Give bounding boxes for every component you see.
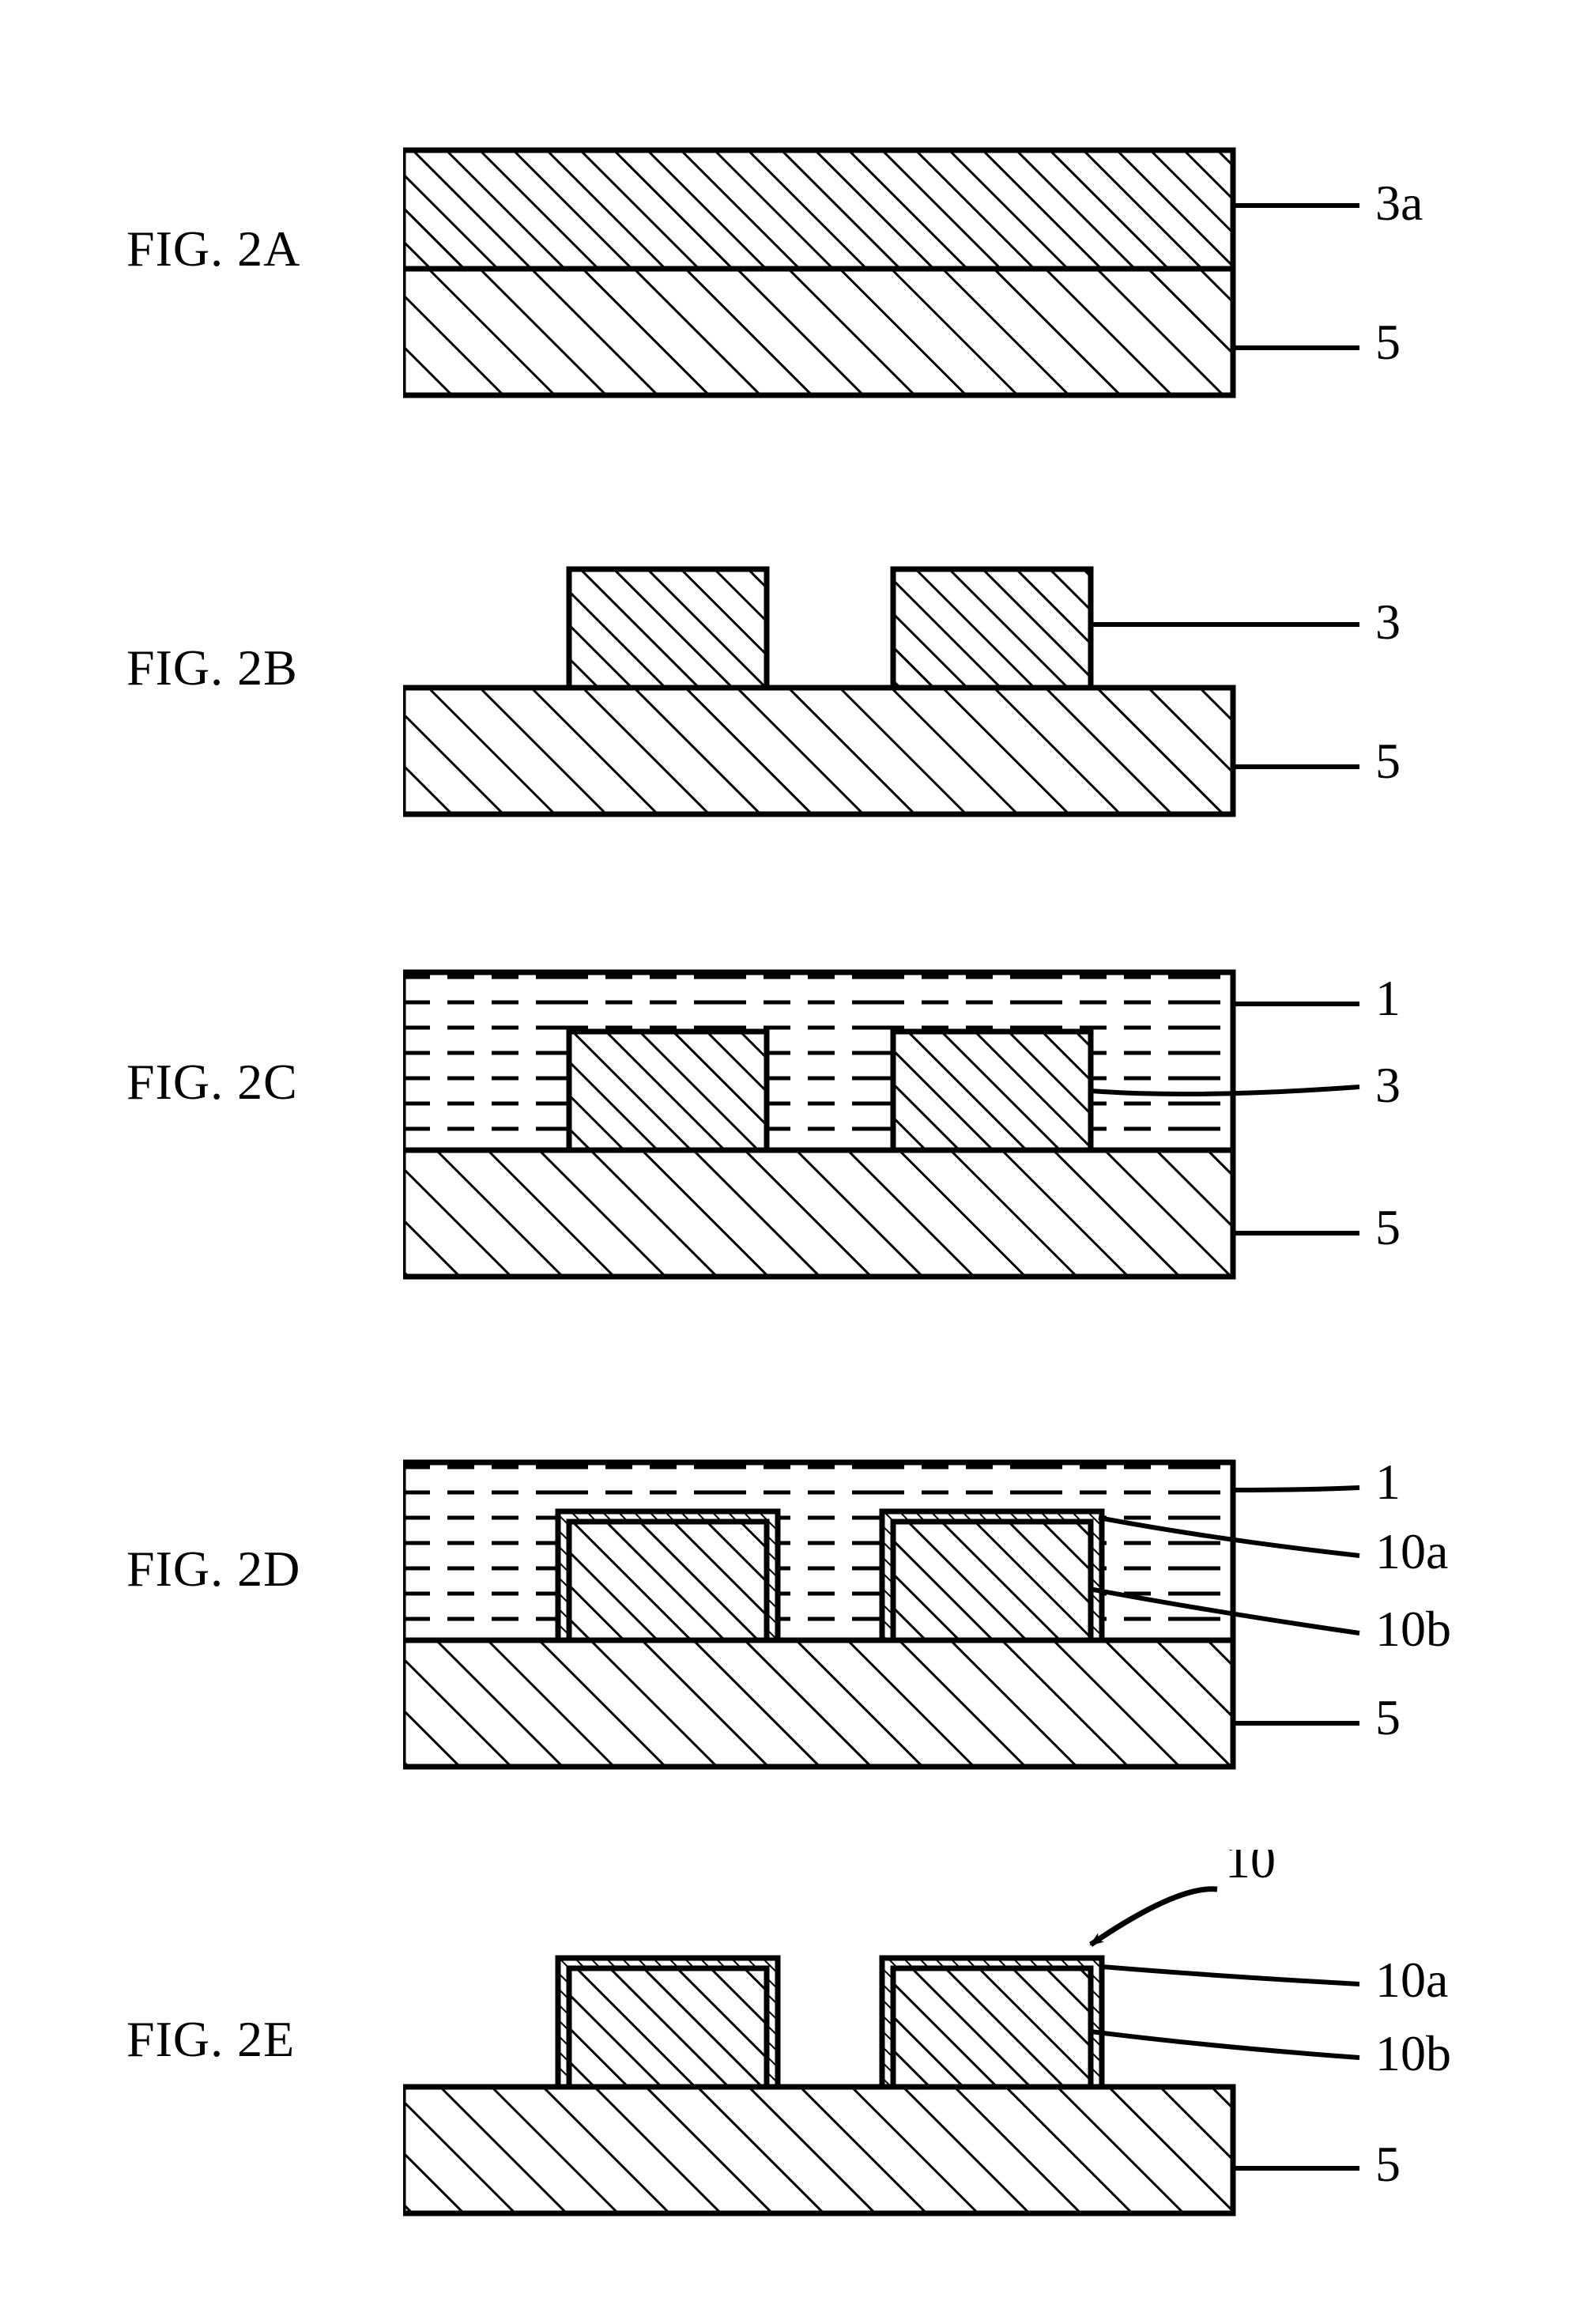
figure-row-2C: 1 3 5: [0, 917, 1595, 1391]
figure-label-2A: FIG. 2A: [126, 220, 300, 278]
callout-5: 5: [1375, 314, 1401, 370]
page: 3a 5 FIG. 2A 3 5 FIG. 2B 1 3 5 FIG. 2C 1 10a 10b 5 FIG…: [0, 0, 1595, 2317]
callout-10b: 10b: [1375, 1601, 1451, 1657]
figure-label-2B: FIG. 2B: [126, 639, 298, 697]
callout-3a: 3a: [1375, 175, 1423, 231]
figure-svg-2E: 10a 10b 5 10: [403, 1850, 1494, 2324]
callout-10b: 10b: [1375, 2025, 1451, 2081]
figure-svg-2D: 1 10a 10b 5: [403, 1407, 1494, 1881]
callout-5: 5: [1375, 733, 1401, 789]
figure-svg-2A: 3a 5: [403, 95, 1494, 569]
callout-5: 5: [1375, 1689, 1401, 1745]
figure-label-2D: FIG. 2D: [126, 1540, 300, 1598]
callout-5: 5: [1375, 2136, 1401, 2192]
callout-10: 10: [1225, 1850, 1276, 1888]
callout-10a: 10a: [1375, 1952, 1448, 2008]
callout-10a: 10a: [1375, 1523, 1448, 1579]
figure-row-2D: 1 10a 10b 5: [0, 1407, 1595, 1881]
callout-5: 5: [1375, 1199, 1401, 1255]
figure-label-2E: FIG. 2E: [126, 2010, 295, 2069]
callout-1: 1: [1375, 1454, 1401, 1510]
callout-1: 1: [1375, 970, 1401, 1026]
figure-svg-2C: 1 3 5: [403, 917, 1494, 1391]
callout-3: 3: [1375, 594, 1401, 650]
figure-label-2C: FIG. 2C: [126, 1053, 298, 1111]
callout-3: 3: [1375, 1057, 1401, 1113]
figure-row-2A: 3a 5: [0, 95, 1595, 569]
figure-row-2E: 10a 10b 5 10: [0, 1850, 1595, 2324]
